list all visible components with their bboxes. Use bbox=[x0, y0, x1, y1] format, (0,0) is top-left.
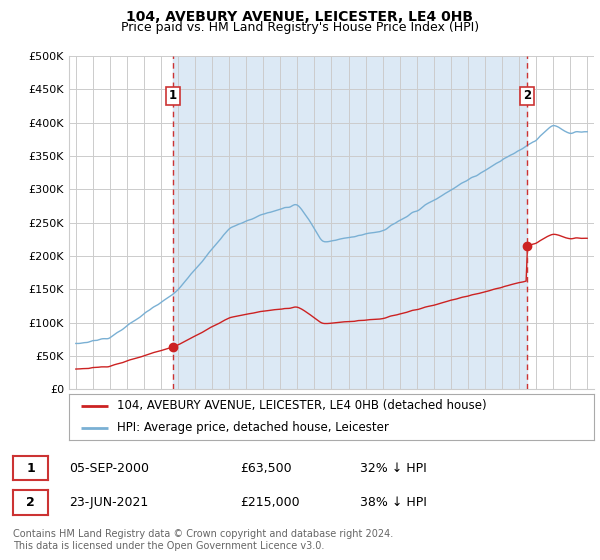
Text: 104, AVEBURY AVENUE, LEICESTER, LE4 0HB (detached house): 104, AVEBURY AVENUE, LEICESTER, LE4 0HB … bbox=[118, 399, 487, 412]
Text: 05-SEP-2000: 05-SEP-2000 bbox=[69, 461, 149, 475]
Text: 1: 1 bbox=[26, 461, 35, 475]
Text: Price paid vs. HM Land Registry's House Price Index (HPI): Price paid vs. HM Land Registry's House … bbox=[121, 21, 479, 34]
Text: 2: 2 bbox=[523, 90, 531, 102]
Text: 23-JUN-2021: 23-JUN-2021 bbox=[69, 496, 148, 509]
Text: Contains HM Land Registry data © Crown copyright and database right 2024.
This d: Contains HM Land Registry data © Crown c… bbox=[13, 529, 394, 551]
Text: 2: 2 bbox=[26, 496, 35, 509]
Bar bbox=[173, 56, 527, 389]
Text: 38% ↓ HPI: 38% ↓ HPI bbox=[360, 496, 427, 509]
Text: £63,500: £63,500 bbox=[240, 461, 292, 475]
Text: 32% ↓ HPI: 32% ↓ HPI bbox=[360, 461, 427, 475]
Text: 1: 1 bbox=[169, 90, 177, 102]
Text: HPI: Average price, detached house, Leicester: HPI: Average price, detached house, Leic… bbox=[118, 421, 389, 434]
Text: £215,000: £215,000 bbox=[240, 496, 299, 509]
Text: 104, AVEBURY AVENUE, LEICESTER, LE4 0HB: 104, AVEBURY AVENUE, LEICESTER, LE4 0HB bbox=[127, 10, 473, 24]
